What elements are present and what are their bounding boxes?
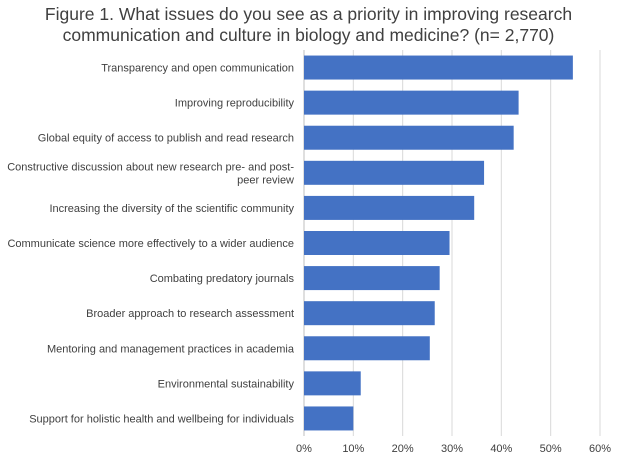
category-label: Transparency and open communication xyxy=(101,63,294,75)
bar xyxy=(304,160,485,185)
bar xyxy=(304,406,354,431)
bar xyxy=(304,55,573,80)
x-tick-label: 40% xyxy=(490,443,512,455)
x-tick-label: 0% xyxy=(296,443,312,455)
bar xyxy=(304,90,519,115)
chart-title-line-2: communication and culture in biology and… xyxy=(62,25,555,45)
bar xyxy=(304,195,475,220)
category-label: Support for holistic health and wellbein… xyxy=(29,413,294,425)
category-label: Increasing the diversity of the scientif… xyxy=(49,203,294,215)
bar xyxy=(304,266,440,291)
bar xyxy=(304,336,430,361)
category-labels: Transparency and open communication Impro… xyxy=(7,63,295,426)
x-axis-ticks: 0% 10% 20% 30% 40% 50% 60% xyxy=(296,443,611,455)
x-tick-label: 30% xyxy=(441,443,463,455)
chart-title-line-1: Figure 1. What issues do you see as a pr… xyxy=(44,4,573,24)
bar xyxy=(304,371,361,396)
bar xyxy=(304,231,450,255)
x-tick-label: 50% xyxy=(540,443,562,455)
bar xyxy=(304,301,435,326)
category-label: Constructive discussion about new resear… xyxy=(7,161,294,173)
x-tick-label: 60% xyxy=(589,443,611,455)
category-label: peer review xyxy=(237,174,294,186)
category-label: Environmental sustainability xyxy=(158,378,295,390)
bar xyxy=(304,125,514,150)
bars xyxy=(304,55,573,431)
category-label: Mentoring and management practices in ac… xyxy=(47,343,295,355)
category-label: Combating predatory journals xyxy=(150,273,295,285)
category-label: Communicate science more effectively to … xyxy=(7,238,294,250)
x-tick-label: 10% xyxy=(342,443,364,455)
category-label: Broader approach to research assessment xyxy=(86,308,294,320)
chart-title: Figure 1. What issues do you see as a pr… xyxy=(0,4,617,46)
category-label: Improving reproducibility xyxy=(175,98,295,110)
category-label: Global equity of access to publish and r… xyxy=(38,133,294,145)
x-tick-label: 20% xyxy=(392,443,414,455)
